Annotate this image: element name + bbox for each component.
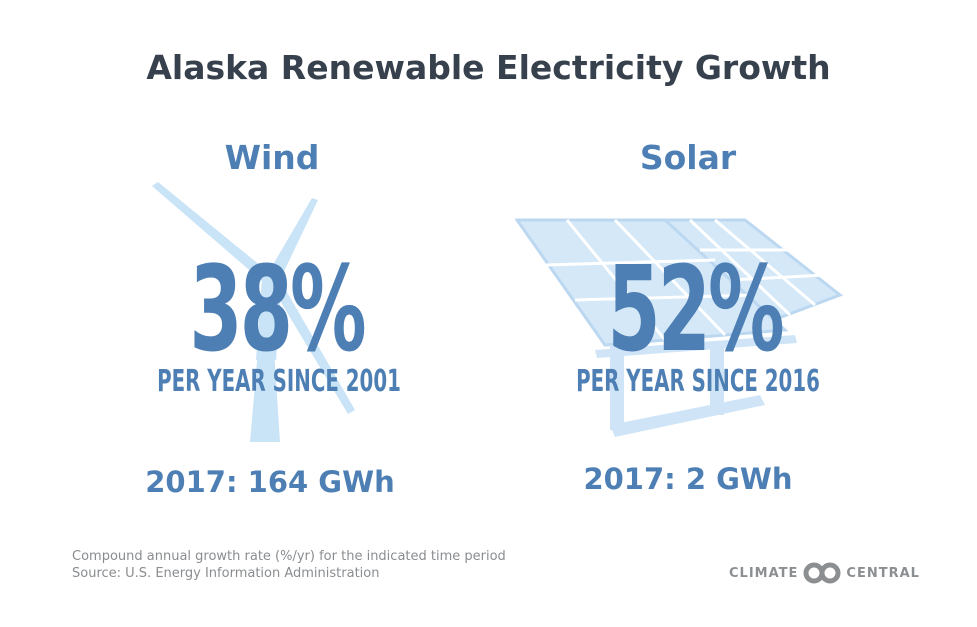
climate-central-logo-icon: [803, 562, 841, 584]
logo-text-right: CENTRAL: [846, 565, 920, 581]
solar-panel-icon: [515, 218, 844, 437]
wind-turbine-icon: [152, 182, 355, 442]
solar-growth-value: 52%: [607, 240, 784, 378]
logo-text-left: CLIMATE: [729, 565, 799, 581]
wind-growth-value: 38%: [189, 240, 366, 378]
wind-title: Wind: [224, 138, 320, 177]
footnote-source: Source: U.S. Energy Information Administ…: [72, 566, 380, 581]
solar-growth-period: PER YEAR SINCE 2016: [576, 364, 820, 399]
climate-central-logo: CLIMATE CENTRAL: [729, 562, 920, 584]
solar-title: Solar: [639, 138, 737, 177]
page-title: Alaska Renewable Electricity Growth: [146, 48, 831, 87]
wind-2017-total: 2017: 164 GWh: [145, 465, 395, 499]
solar-2017-total: 2017: 2 GWh: [583, 462, 793, 496]
wind-growth-period: PER YEAR SINCE 2001: [157, 364, 401, 399]
footnote: Compound annual growth rate (%/yr) for t…: [72, 548, 506, 582]
footnote-methodology: Compound annual growth rate (%/yr) for t…: [72, 549, 506, 564]
